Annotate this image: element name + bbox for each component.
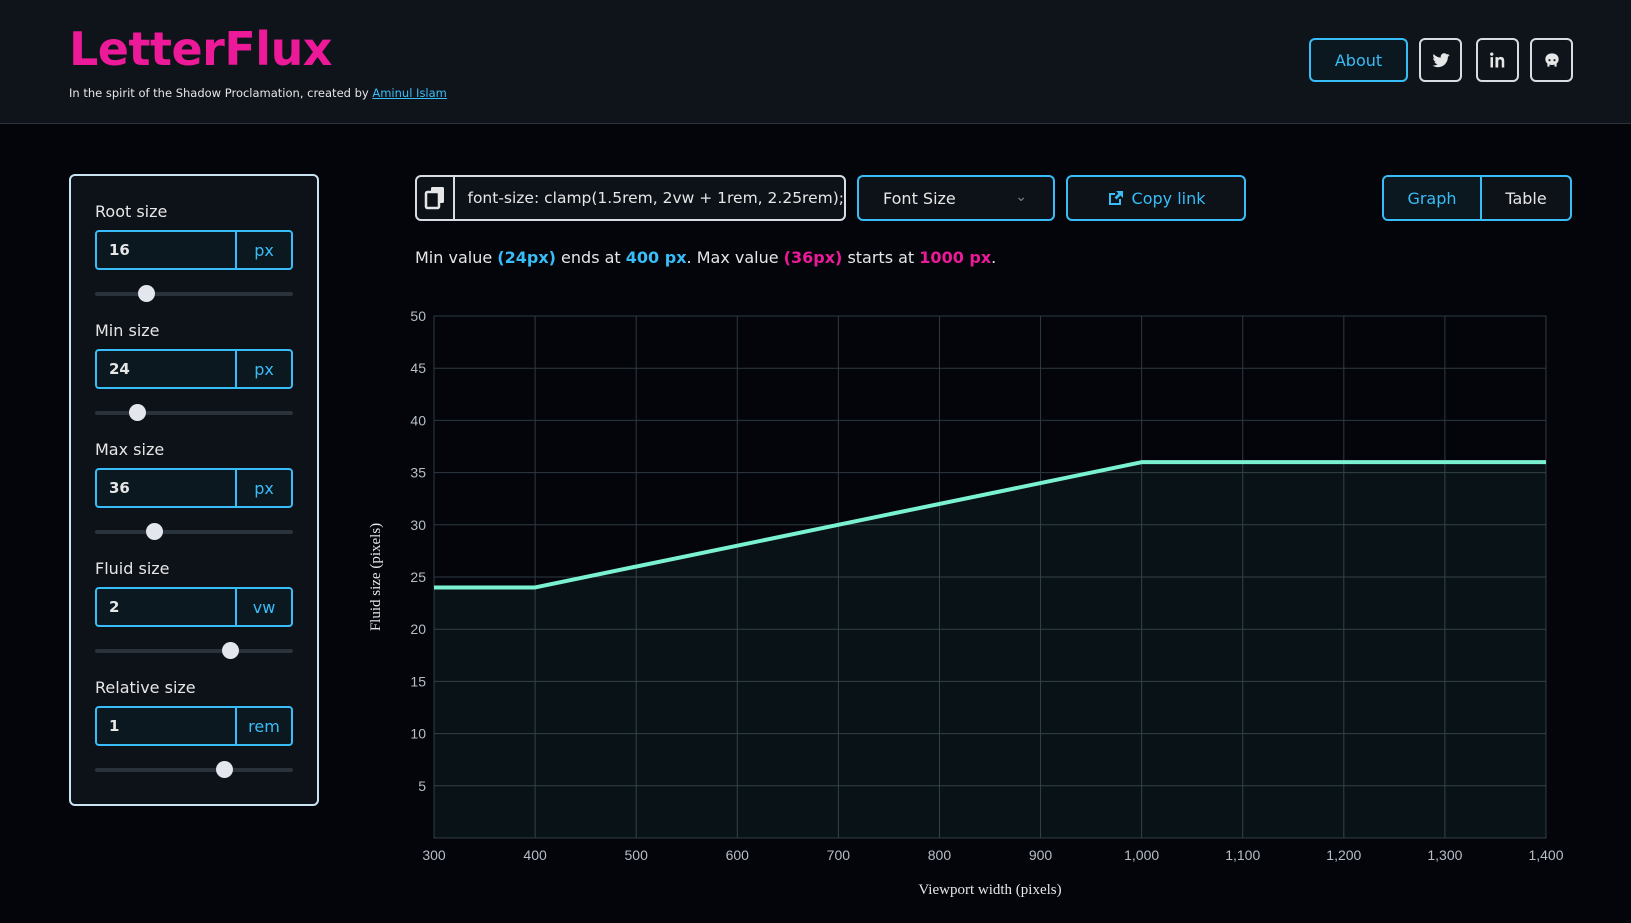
x-tick-label: 1,100 <box>1225 847 1260 863</box>
fluid-size-slider-handle[interactable] <box>221 642 239 659</box>
min-size-label: Min size <box>95 321 160 340</box>
relative-size-input-group: 1 rem <box>95 706 293 746</box>
min-size-field: Min size 24 px <box>95 321 295 421</box>
tab-graph[interactable]: Graph <box>1384 177 1482 219</box>
x-axis-title: Viewport width (pixels) <box>918 882 1061 898</box>
tagline: In the spirit of the Shadow Proclamation… <box>69 86 447 100</box>
x-tick-label: 1,300 <box>1427 847 1462 863</box>
relative-size-unit[interactable]: rem <box>248 716 280 736</box>
root-size-slider-handle[interactable] <box>138 285 156 302</box>
fluid-size-chart: 300 400 500 600 700 800 900 1,000 1,100 1,200 1,30… <box>368 308 1564 898</box>
y-tick-label: 35 <box>410 465 426 481</box>
about-button[interactable]: About <box>1309 38 1408 82</box>
root-size-input[interactable]: 16 <box>97 232 237 268</box>
max-size-label: Max size <box>95 440 165 459</box>
y-tick-label: 20 <box>410 621 426 637</box>
max-size-field: Max size 36 px <box>95 440 295 540</box>
summary-ends-at: ends at <box>561 248 621 267</box>
copy-link-label: Copy link <box>1131 188 1206 208</box>
min-size-unit[interactable]: px <box>254 359 274 379</box>
fluid-size-field: Fluid size 2 vw <box>95 559 295 659</box>
view-toggle: Graph Table <box>1382 175 1572 221</box>
max-size-input-group: 36 px <box>95 468 293 508</box>
site-header: LetterFlux In the spirit of the Shadow P… <box>0 0 1631 124</box>
relative-size-slider[interactable] <box>95 761 293 778</box>
min-size-slider[interactable] <box>95 404 293 421</box>
root-size-slider[interactable] <box>95 285 293 302</box>
tagline-text: In the spirit of the Shadow Proclamation… <box>69 86 369 100</box>
x-tick-label: 1,200 <box>1326 847 1361 863</box>
brand-logo[interactable]: LetterFlux <box>69 22 332 76</box>
x-tick-label: 300 <box>422 847 446 863</box>
series-area <box>434 462 1546 838</box>
max-size-slider-handle[interactable] <box>146 523 164 540</box>
twitter-icon <box>1432 53 1449 68</box>
root-size-label: Root size <box>95 202 168 221</box>
linkedin-button[interactable] <box>1476 38 1519 82</box>
summary-suffix: . <box>991 248 997 267</box>
twitter-button[interactable] <box>1419 38 1462 82</box>
settings-panel: Root size 16 px Min size 24 px Max size … <box>69 174 319 806</box>
max-size-slider[interactable] <box>95 523 293 540</box>
x-tick-label: 800 <box>928 847 952 863</box>
root-size-field: Root size 16 px <box>95 202 295 302</box>
fluid-size-label: Fluid size <box>95 559 170 578</box>
x-tick-label: 1,400 <box>1528 847 1563 863</box>
summary-max-value: (36px) <box>783 248 843 267</box>
copy-icon <box>424 187 445 210</box>
tab-table[interactable]: Table <box>1505 188 1547 208</box>
fluid-size-unit[interactable]: vw <box>252 597 276 617</box>
series-line <box>434 460 1546 590</box>
x-tick-label: 900 <box>1029 847 1053 863</box>
max-size-input[interactable]: 36 <box>97 470 237 506</box>
property-select-value: Font Size <box>883 188 956 208</box>
y-axis-title: Fluid size (pixels) <box>368 523 384 631</box>
y-tick-label: 25 <box>410 569 426 585</box>
relative-size-field: Relative size 1 rem <box>95 678 295 778</box>
min-size-input[interactable]: 24 <box>97 351 237 387</box>
summary-max-prefix: . Max value <box>686 248 779 267</box>
copy-css-button[interactable] <box>417 177 456 219</box>
summary-min-end: 400 px <box>625 248 687 267</box>
x-tick-label: 1,000 <box>1124 847 1159 863</box>
fluid-size-input[interactable]: 2 <box>97 589 237 625</box>
author-link[interactable]: Aminul Islam <box>372 86 447 100</box>
github-icon <box>1544 53 1559 67</box>
x-tick-label: 500 <box>625 847 649 863</box>
fluid-size-input-group: 2 vw <box>95 587 293 627</box>
y-tick-label: 50 <box>410 308 426 324</box>
summary-min-value: (24px) <box>497 248 556 267</box>
range-summary: Min value (24px) ends at 400 px. Max val… <box>415 248 996 267</box>
chevron-down-icon: ⌄ <box>1015 189 1027 205</box>
min-size-slider-handle[interactable] <box>128 404 146 421</box>
y-tick-label: 45 <box>410 360 426 376</box>
fluid-size-slider[interactable] <box>95 642 293 659</box>
share-icon <box>1108 190 1123 205</box>
min-size-input-group: 24 px <box>95 349 293 389</box>
css-code[interactable]: font-size: clamp(1.5rem, 2vw + 1rem, 2.2… <box>467 189 844 207</box>
summary-max-start: 1000 px <box>919 248 992 267</box>
y-tick-label: 30 <box>410 517 426 533</box>
y-tick-label: 40 <box>410 412 426 428</box>
x-tick-label: 400 <box>523 847 547 863</box>
relative-size-label: Relative size <box>95 678 196 697</box>
relative-size-input[interactable]: 1 <box>97 708 237 744</box>
github-button[interactable] <box>1530 38 1573 82</box>
max-size-unit[interactable]: px <box>254 478 274 498</box>
css-output: font-size: clamp(1.5rem, 2vw + 1rem, 2.2… <box>415 175 846 221</box>
x-tick-label: 600 <box>726 847 750 863</box>
summary-starts-at: starts at <box>847 248 915 267</box>
property-select[interactable]: Font Size ⌄ <box>857 175 1055 221</box>
y-tick-label: 10 <box>410 726 426 742</box>
y-tick-label: 5 <box>418 778 426 794</box>
root-size-input-group: 16 px <box>95 230 293 270</box>
copy-link-button[interactable]: Copy link <box>1066 175 1246 221</box>
x-tick-label: 700 <box>827 847 851 863</box>
y-tick-label: 15 <box>410 673 426 689</box>
relative-size-slider-handle[interactable] <box>215 761 233 778</box>
linkedin-icon <box>1489 52 1504 68</box>
root-size-unit[interactable]: px <box>254 240 274 260</box>
summary-min-prefix: Min value <box>415 248 493 267</box>
